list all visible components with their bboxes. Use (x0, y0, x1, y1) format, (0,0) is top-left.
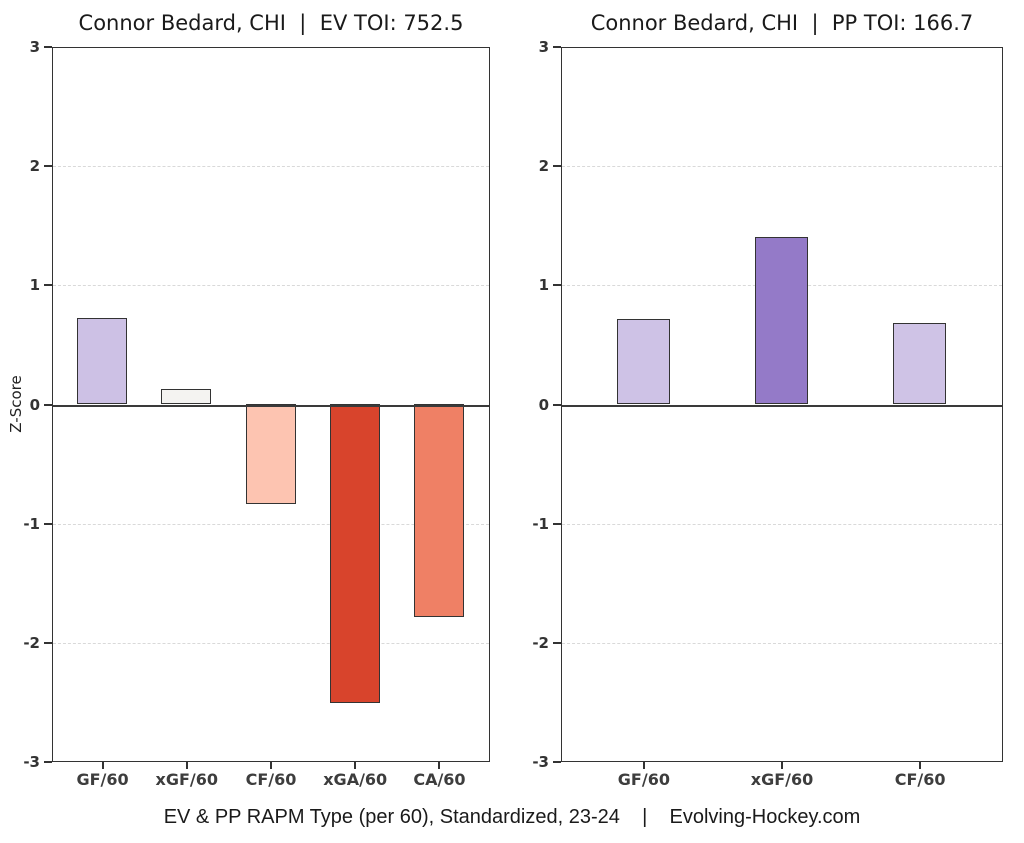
gridline-y2 (53, 166, 489, 168)
y-tick-label: 0 (538, 395, 549, 414)
y-tick-label: 1 (29, 276, 40, 295)
y-tick-mark (44, 46, 52, 48)
x-tick-mark (642, 762, 645, 769)
x-tick-mark (354, 762, 357, 769)
x-tick-mark (101, 762, 104, 769)
y-tick-label: 2 (538, 157, 549, 176)
ev-chart-title: Connor Bedard, CHI | EV TOI: 752.5 (78, 11, 464, 35)
y-tick-label: 3 (538, 38, 549, 56)
y-tick-label: 2 (29, 157, 40, 176)
y-tick-mark (553, 165, 561, 168)
x-tick-mark (185, 762, 188, 769)
bar-GF/60 (77, 318, 128, 404)
y-tick-mark (553, 522, 561, 525)
x-tick-label-xGF/60: xGF/60 (750, 770, 814, 789)
y-tick-mark (553, 403, 561, 406)
y-tick-mark (44, 641, 52, 644)
y-tick-label: -3 (23, 753, 40, 771)
zero-line (53, 404, 489, 407)
pp-chart-title: Connor Bedard, CHI | PP TOI: 166.7 (590, 11, 974, 35)
y-tick-label: 3 (29, 38, 40, 56)
x-tick-label-CF/60: CF/60 (894, 770, 946, 789)
figure-caption: EV & PP RAPM Type (per 60), Standardized… (163, 806, 861, 828)
y-tick-mark (44, 165, 52, 168)
x-tick-label-xGF/60: xGF/60 (155, 770, 219, 789)
y-tick-label: -3 (532, 753, 549, 771)
x-tick-label-CF/60: CF/60 (245, 770, 297, 789)
x-tick-label-CA/60: CA/60 (413, 770, 466, 789)
y-tick-mark (44, 403, 52, 406)
y-tick-mark (44, 522, 52, 525)
y-tick-mark (44, 284, 52, 287)
x-tick-mark (781, 762, 783, 769)
y-tick-label: 1 (538, 276, 549, 295)
gridline-y2 (562, 166, 1002, 168)
x-tick-label-GF/60: GF/60 (76, 770, 129, 789)
bar-xGA/60 (329, 404, 380, 704)
y-tick-label: -2 (532, 633, 549, 652)
bar-xGF/60 (755, 237, 808, 404)
bar-CA/60 (413, 404, 464, 618)
gridline-y-2 (53, 642, 489, 644)
x-tick-label-xGA/60: xGA/60 (323, 770, 388, 789)
gridline-y-1 (53, 523, 489, 525)
y-tick-label: -2 (23, 633, 40, 652)
y-tick-label: 0 (29, 395, 40, 414)
pp-plot-area (561, 47, 1003, 762)
y-tick-mark (553, 761, 561, 763)
ev-plot-area (52, 47, 490, 762)
y-tick-mark (553, 46, 561, 48)
zero-line (562, 404, 1002, 407)
x-tick-label-GF/60: GF/60 (617, 770, 670, 789)
bar-CF/60 (245, 404, 296, 505)
x-tick-mark (270, 762, 272, 769)
y-tick-mark (553, 284, 561, 287)
bar-GF/60 (616, 319, 670, 404)
x-tick-mark (919, 762, 922, 769)
gridline-y-2 (562, 642, 1002, 644)
bar-xGF/60 (161, 388, 212, 404)
gridline-y-1 (562, 523, 1002, 525)
gridline-y1 (53, 285, 489, 287)
y-tick-label: -1 (532, 514, 549, 533)
bar-CF/60 (893, 322, 947, 404)
y-tick-mark (44, 761, 52, 763)
y-tick-label: -1 (23, 514, 40, 533)
x-tick-mark (438, 762, 441, 769)
y-tick-mark (553, 641, 561, 644)
